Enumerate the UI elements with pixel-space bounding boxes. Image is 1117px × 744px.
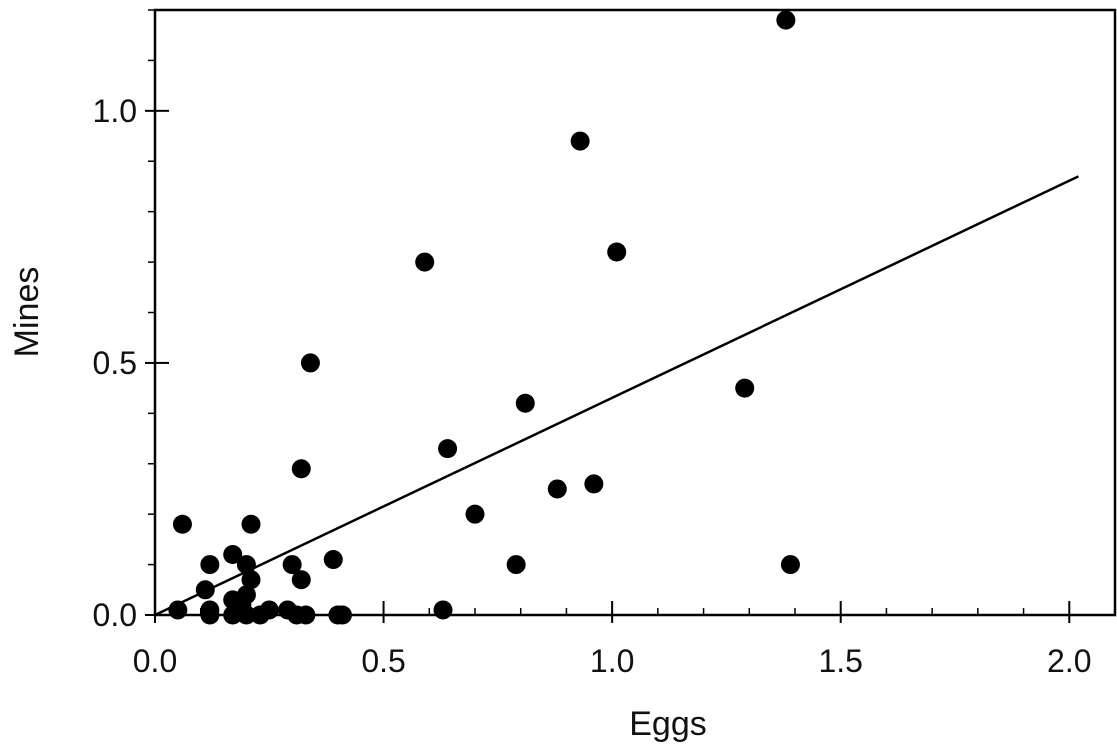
data-point [515, 393, 535, 413]
data-point [323, 550, 343, 570]
data-point [465, 504, 485, 524]
data-point [570, 131, 590, 151]
data-point [780, 555, 800, 575]
regression-line [154, 175, 1079, 617]
data-point [241, 570, 261, 590]
major-ticks [145, 109, 1071, 623]
x-tick-label: 1.0 [590, 643, 634, 679]
data-point [438, 439, 458, 459]
data-points [168, 10, 800, 625]
data-point [282, 555, 302, 575]
y-axis-title: Mines [8, 267, 46, 358]
data-point [415, 252, 435, 272]
data-point [172, 514, 192, 534]
data-point [584, 474, 604, 494]
x-tick-label: 2.0 [1047, 643, 1091, 679]
y-tick-label: 0.5 [93, 345, 137, 381]
data-point [236, 555, 256, 575]
data-point [776, 10, 796, 30]
data-point [735, 378, 755, 398]
tick-labels: 0.0 0.5 1.0 1.5 2.0 0.0 0.5 1.0 [93, 93, 1092, 679]
minor-ticks [148, 9, 1116, 616]
x-tick-label: 1.5 [818, 643, 862, 679]
data-point [607, 242, 627, 262]
y-tick-label: 0.0 [93, 597, 137, 633]
data-point [291, 459, 311, 479]
data-point [296, 605, 316, 625]
data-point [236, 605, 256, 625]
data-point [241, 514, 261, 534]
x-tick-label: 0.0 [133, 643, 177, 679]
data-point [300, 353, 320, 373]
data-point [223, 605, 243, 625]
data-point [250, 605, 270, 625]
data-point [547, 479, 567, 499]
plot-frame [153, 8, 1117, 617]
data-point [433, 600, 453, 620]
x-axis-title: Eggs [629, 705, 707, 743]
y-tick-label: 1.0 [93, 93, 137, 129]
data-point [195, 580, 215, 600]
data-point [200, 555, 220, 575]
data-point [291, 570, 311, 590]
data-point [168, 600, 188, 620]
data-point [223, 545, 243, 564]
data-point [506, 555, 526, 575]
x-tick-label: 0.5 [361, 643, 405, 679]
data-point [332, 605, 352, 625]
data-point [200, 605, 220, 625]
